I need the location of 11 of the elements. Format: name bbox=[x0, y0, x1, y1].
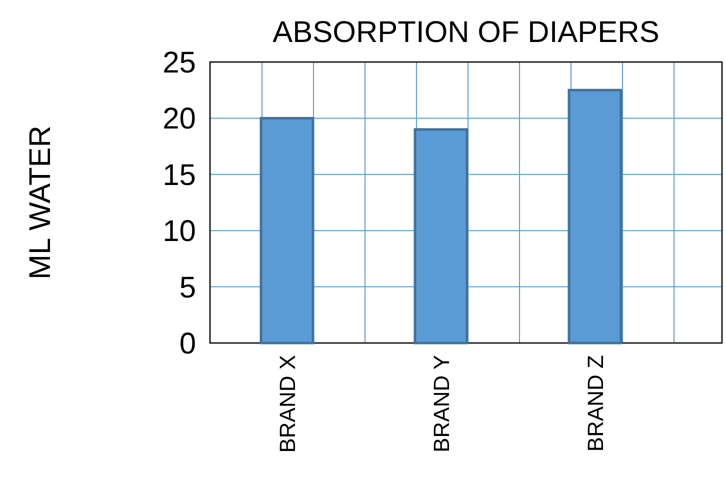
y-tick-label: 10 bbox=[162, 215, 196, 248]
y-tick-label: 0 bbox=[179, 328, 196, 360]
y-tick-label: 20 bbox=[162, 102, 196, 136]
y-tick-label: 5 bbox=[179, 271, 196, 304]
y-tick-label: 25 bbox=[162, 46, 196, 80]
y-tick-label: 15 bbox=[162, 158, 196, 192]
x-tick-label: BRAND Z bbox=[583, 355, 608, 452]
x-tick-label: BRAND Y bbox=[429, 354, 454, 452]
x-tick-label: BRAND X bbox=[275, 354, 300, 453]
y-axis-title: ML WATER bbox=[24, 126, 57, 280]
chart-title: ABSORPTION OF DIAPERS bbox=[272, 16, 660, 49]
